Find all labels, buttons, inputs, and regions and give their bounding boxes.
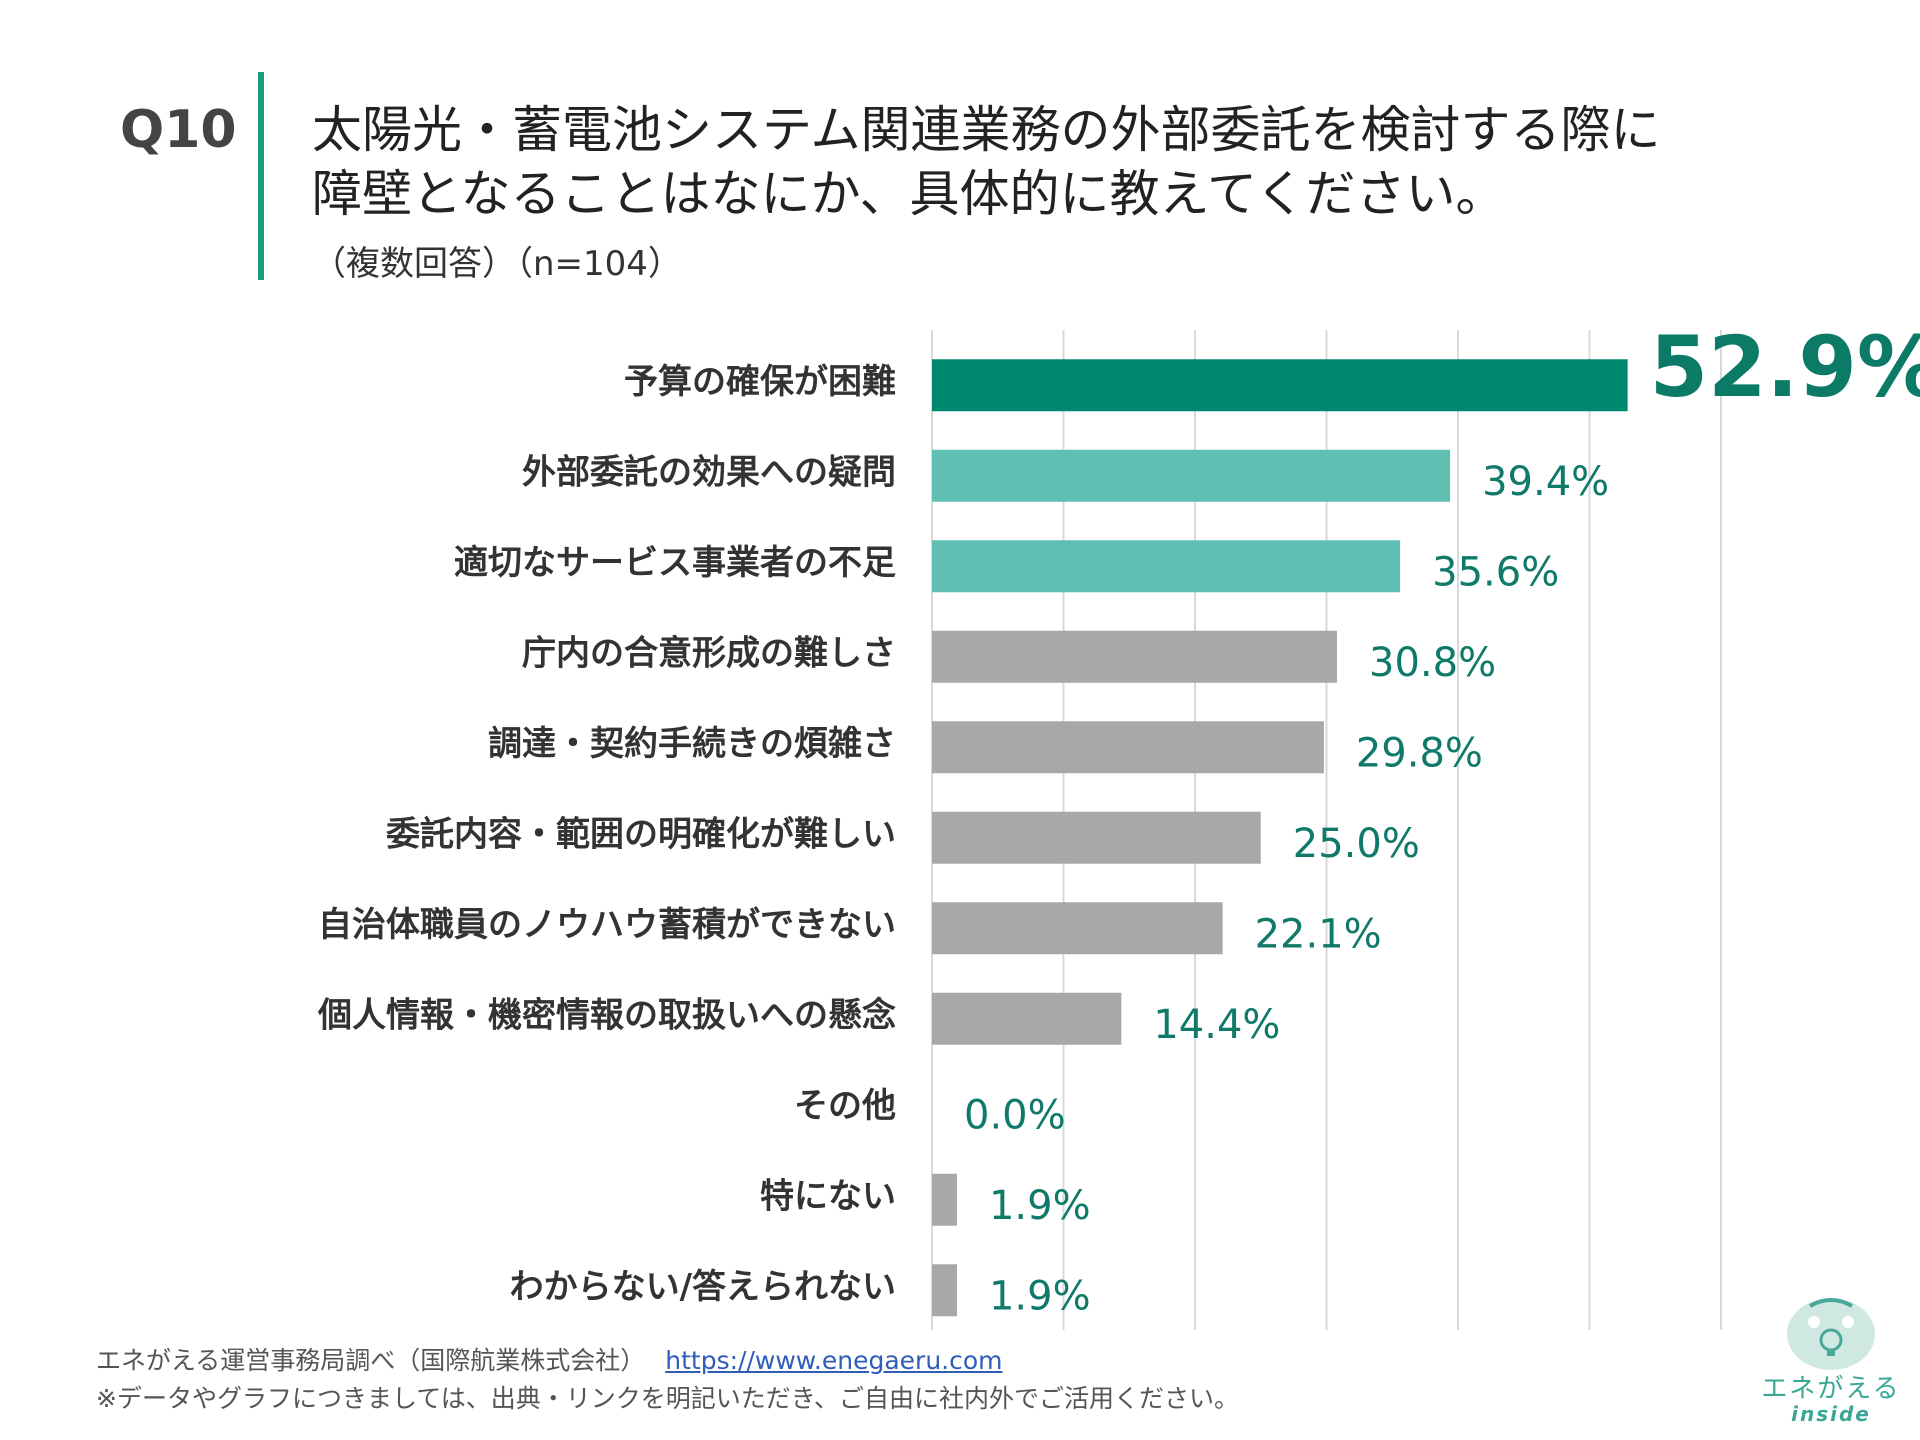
category-label-6: 自治体職員のノウハウ蓄積ができない [318,905,896,945]
value-label-10: 1.9% [989,1273,1091,1319]
bar-6 [932,902,1223,955]
category-label-8: その他 [794,1086,896,1126]
value-label-7: 14.4% [1153,1002,1280,1048]
question-subtitle: （複数回答）（n=104） [312,244,682,284]
footer: エネがえる運営事務局調べ（国際航業株式会社） https://www.enegae… [96,1342,1239,1418]
bar-5 [932,811,1261,864]
category-label-7: 個人情報・機密情報の取扱いへの懸念 [317,995,896,1035]
value-label-5: 25.0% [1293,821,1420,867]
category-label-3: 庁内の合意形成の難しさ [522,633,896,673]
bar-9 [932,1173,957,1226]
category-label-1: 外部委託の効果への疑問 [522,452,896,492]
value-label-1: 39.4% [1482,459,1609,505]
bar-1 [932,449,1451,502]
question-title-line-2: 障壁となることはなにか、具体的に教えてください。 [312,165,1506,223]
category-label-10: わからない/答えられない [510,1267,896,1307]
footer-link[interactable]: https://www.enegaeru.com [665,1346,1003,1375]
question-number: Q10 [120,100,237,160]
footer-source-row: エネがえる運営事務局調べ（国際航業株式会社） https://www.enegae… [96,1342,1239,1380]
category-label-0: 予算の確保が困難 [624,362,896,402]
bar-3 [932,630,1338,683]
value-label-0: 52.9% [1650,318,1920,416]
footer-source: エネがえる運営事務局調べ（国際航業株式会社） [96,1346,646,1375]
question-title: 太陽光・蓄電池システム関連業務の外部委託を検討する際に 障壁となることはなにか、… [312,98,1872,226]
bar-4 [932,721,1324,774]
value-label-4: 29.8% [1356,730,1483,776]
footer-note: ※データやグラフにつきましては、出典・リンクを明記いただき、ご自由に社内外でご活… [96,1384,1239,1413]
value-label-9: 1.9% [989,1183,1091,1229]
logo-subtext: inside [1791,1402,1871,1426]
title-accent-bar [258,72,264,280]
logo-text: エネがえる [1761,1374,1901,1404]
enegaeru-logo-icon [1787,1298,1875,1370]
bar-10 [932,1264,957,1317]
value-label-3: 30.8% [1369,640,1496,686]
category-label-4: 調達・契約手続きの煩雑さ [488,724,896,764]
bar-0 [932,359,1628,412]
question-title-line-1: 太陽光・蓄電池システム関連業務の外部委託を検討する際に [312,101,1661,159]
category-label-5: 委託内容・範囲の明確化が難しい [386,814,896,854]
value-label-2: 35.6% [1432,549,1559,595]
value-label-6: 22.1% [1255,911,1382,957]
bar-chart: 予算の確保が困難 52.9% 外部委託の効果への疑問 39.4% 適切なサービス事業者の… [317,318,1920,1330]
bar-7 [932,992,1122,1045]
category-label-9: 特にない [760,1176,896,1216]
bar-2 [932,540,1401,593]
category-label-2: 適切なサービス事業者の不足 [454,543,896,583]
value-label-8: 0.0% [964,1092,1066,1138]
